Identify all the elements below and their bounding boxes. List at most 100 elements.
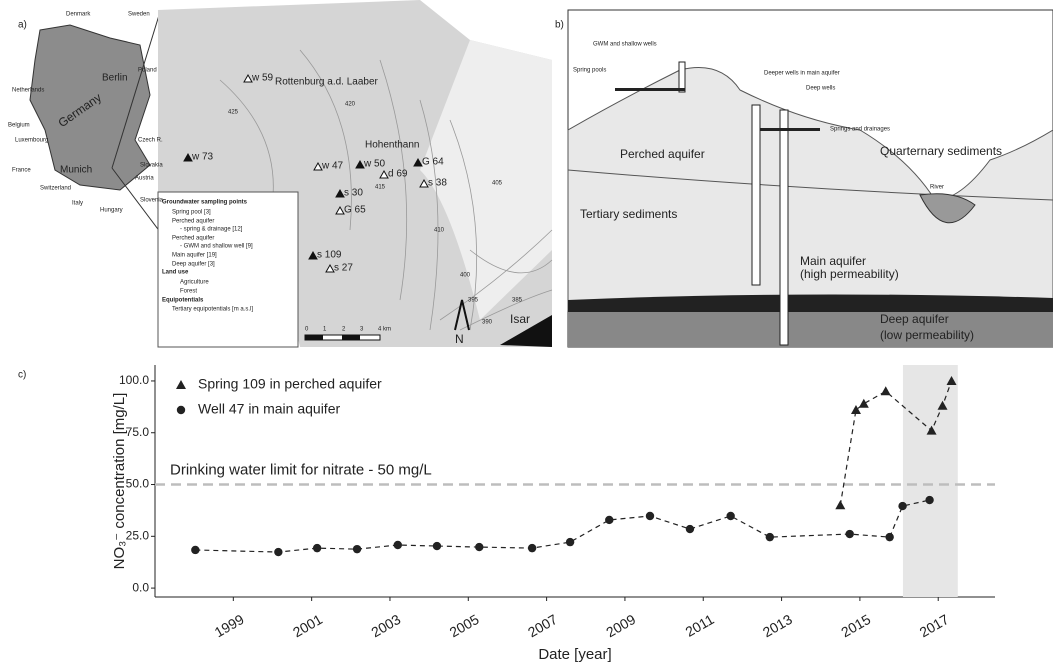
diagram-label: Tertiary sediments: [580, 207, 677, 221]
site-label: w 59: [251, 73, 274, 84]
scale-label: 1: [323, 327, 327, 333]
diagram-label: Main aquifer: [800, 254, 866, 268]
country-label: Switzerland: [40, 186, 71, 192]
inset-connector: [111, 11, 161, 169]
circle-point: [726, 511, 735, 521]
triangle-point: [858, 398, 869, 408]
site-marker: [183, 152, 193, 162]
map-legend-text: Forest: [180, 289, 197, 295]
contour-label: 395: [468, 298, 479, 304]
site-marker: [243, 73, 253, 83]
circle-point: [765, 532, 775, 542]
circle-point: [274, 547, 283, 557]
country-label: Poland: [138, 68, 157, 74]
legend-label: Spring 109 in perched aquifer: [198, 376, 382, 392]
circle-point: [885, 532, 894, 542]
diagram-label: Deep aquifer: [880, 312, 949, 326]
contour-label: 390: [482, 320, 493, 326]
diagram-label: Quarternary sediments: [880, 144, 1002, 158]
x-tick-label: 2011: [683, 611, 717, 640]
country-label: Hungary: [100, 208, 123, 214]
contour-label: 415: [375, 185, 386, 191]
circle-point: [685, 524, 695, 534]
y-tick-label: 50.0: [126, 477, 150, 491]
circle-point: [925, 495, 934, 505]
x-tick-label: 2015: [838, 611, 873, 641]
triangle-point: [937, 400, 948, 410]
site-label: w 47: [321, 161, 344, 172]
triangle-point: [850, 404, 861, 414]
place-label: Isar: [510, 312, 530, 326]
aquitard: [568, 294, 1053, 312]
triangle-point: [835, 500, 846, 510]
circle-point: [845, 529, 854, 539]
map-legend-text: Perched aquifer: [172, 236, 214, 242]
site-label: G 64: [422, 157, 444, 168]
equipotentials: [219, 49, 553, 331]
diagram-label: Deep wells: [806, 86, 835, 92]
legend-label: Well 47 in main aquifer: [198, 401, 340, 417]
scale-bar: [342, 335, 360, 340]
legend-marker: [176, 380, 186, 389]
diagram-label: Deeper wells in main aquifer: [764, 71, 840, 77]
diagram-label: River: [930, 185, 944, 191]
site-marker: [335, 205, 345, 215]
map-legend-text: Spring pool [3]: [172, 210, 211, 216]
site-marker: [308, 250, 318, 260]
map-legend-text: - GWM and shallow well [9]: [180, 244, 253, 250]
contour-label: 410: [434, 228, 445, 234]
x-tick-label: 2003: [368, 611, 403, 641]
place-label: Rottenburg a.d. Laaber: [275, 77, 379, 88]
x-tick-label: 2007: [525, 611, 560, 641]
site-label: w 73: [191, 152, 214, 163]
site-marker: [379, 169, 389, 179]
country-label: Slovakia: [140, 163, 163, 169]
diagram-label: (high permeability): [800, 267, 899, 281]
diagram-label: GWM and shallow wells: [593, 42, 657, 48]
y-tick-label: 100.0: [119, 373, 149, 387]
map-legend-text: Tertiary equipotentials [m a.s.l]: [172, 307, 253, 313]
place-label: N: [455, 332, 464, 346]
legend-marker: [176, 405, 186, 415]
water-table: [567, 169, 1053, 201]
site-label: w 50: [363, 159, 386, 170]
y-tick-label: 25.0: [126, 528, 150, 542]
site-label: s 109: [317, 250, 342, 261]
circle-point: [475, 542, 484, 552]
spring-drain: [760, 128, 820, 131]
country-label: Sweden: [128, 12, 150, 18]
well: [678, 61, 686, 93]
country-label: Belgium: [8, 123, 30, 129]
circle-point: [605, 515, 614, 525]
spring-pool: [615, 88, 685, 91]
map-legend-text: Agriculture: [180, 280, 209, 286]
well: [751, 104, 761, 286]
threshold-label: Drinking water limit for nitrate - 50 mg…: [170, 461, 432, 478]
map-legend-text: - spring & drainage [12]: [180, 227, 243, 233]
country-label: Denmark: [66, 12, 91, 18]
isar-river: [500, 315, 552, 347]
scale-label: 3: [360, 327, 364, 333]
x-tick-label: 2013: [760, 611, 795, 641]
map-legend-text: Groundwater sampling points: [162, 200, 248, 206]
panel-label: c): [18, 370, 26, 381]
x-axis-title: Date [year]: [538, 646, 611, 663]
map-legend-text: Land use: [162, 270, 189, 276]
triangle-point: [880, 386, 891, 396]
triangle-point: [946, 375, 957, 385]
circle-point: [312, 543, 322, 553]
panel-label: b): [555, 20, 564, 31]
deep-layer: [568, 312, 1053, 347]
map-legend-text: Equipotentials: [162, 298, 204, 304]
country-label: Slovenia: [140, 198, 164, 204]
circle-point: [527, 543, 537, 553]
map-legend-text: Deep aquifer [3]: [172, 262, 215, 268]
country-label: Italy: [72, 201, 83, 207]
y-axis-title: NO₃⁻ concentration [mg/L]: [111, 393, 128, 570]
panel-label: a): [18, 20, 27, 31]
highlight-band: [902, 365, 958, 597]
circle-point: [432, 541, 442, 551]
country-label: Netherlands: [12, 88, 44, 94]
circle-point: [352, 544, 362, 554]
